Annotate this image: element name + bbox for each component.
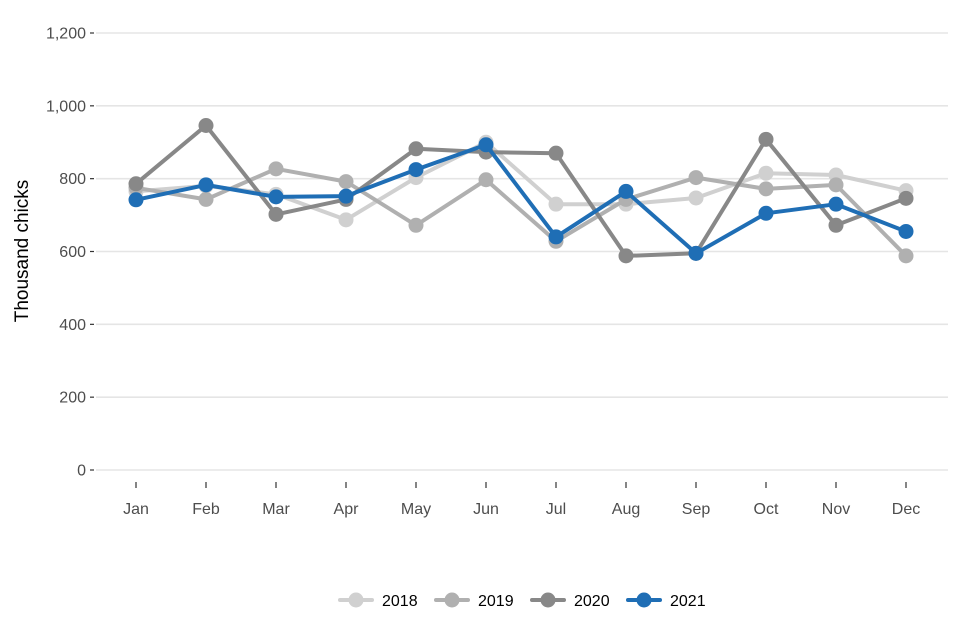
- y-tick-label: 1,200: [46, 26, 86, 43]
- x-tick-label: Apr: [334, 501, 360, 518]
- y-tick-label: 600: [59, 244, 86, 261]
- y-tick-label: 200: [59, 390, 86, 407]
- data-point-2021-Dec: [898, 223, 914, 239]
- series-2021: [128, 137, 914, 261]
- x-tick-label: Feb: [192, 501, 220, 518]
- legend-label: 2021: [670, 593, 706, 610]
- data-point-2021-Oct: [758, 205, 774, 221]
- data-point-2019-May: [408, 217, 424, 233]
- legend-swatch-point: [444, 592, 460, 608]
- x-tick-label: Sep: [682, 501, 711, 518]
- data-point-2020-May: [408, 141, 424, 157]
- data-point-2021-Jan: [128, 192, 144, 208]
- y-tick-label: 1,000: [46, 98, 86, 115]
- data-point-2020-Aug: [618, 248, 634, 264]
- x-tick-label: Jun: [473, 501, 499, 518]
- data-point-2018-Jul: [548, 196, 564, 212]
- data-point-2019-Oct: [758, 181, 774, 197]
- x-tick-label: Dec: [892, 501, 920, 518]
- data-point-2021-Apr: [338, 188, 354, 204]
- legend-swatch-point: [348, 592, 364, 608]
- x-tick-label: Mar: [262, 501, 290, 518]
- data-point-2019-Apr: [338, 174, 354, 190]
- data-point-2019-Nov: [828, 177, 844, 193]
- data-point-2020-Jul: [548, 145, 564, 161]
- legend-label: 2019: [478, 593, 514, 610]
- legend-item-2019: 2019: [434, 592, 514, 610]
- data-point-2021-Jun: [478, 137, 494, 153]
- legend-item-2021: 2021: [626, 592, 706, 610]
- legend-swatch-point: [540, 592, 556, 608]
- grid-layer: [96, 32, 948, 471]
- data-point-2019-Jun: [478, 172, 494, 188]
- legend-item-2020: 2020: [530, 592, 610, 610]
- data-point-2021-Sep: [688, 245, 704, 261]
- series-layer: [128, 117, 914, 264]
- data-point-2018-Sep: [688, 190, 704, 206]
- data-point-2020-Dec: [898, 190, 914, 206]
- legend-label: 2020: [574, 593, 610, 610]
- x-tick-label: Jul: [546, 501, 566, 518]
- data-point-2020-Oct: [758, 131, 774, 147]
- x-tick-label: Nov: [822, 501, 850, 518]
- y-axis-title: Thousand chicks: [12, 180, 33, 323]
- axis-layer: 0 200 400 600 800 1,000 1,200 Jan Feb Mar Apr May Ju…: [46, 26, 920, 519]
- x-tick-label: Oct: [754, 501, 779, 518]
- data-point-2020-Mar: [268, 206, 284, 222]
- data-point-2020-Feb: [198, 117, 214, 133]
- data-point-2019-Dec: [898, 248, 914, 264]
- data-point-2019-Sep: [688, 170, 704, 186]
- legend-swatch-point: [636, 592, 652, 608]
- data-point-2021-Nov: [828, 196, 844, 212]
- y-tick-label: 400: [59, 317, 86, 334]
- series-line-2021: [134, 142, 908, 256]
- data-point-2020-Jan: [128, 176, 144, 192]
- x-tick-label: Jan: [123, 501, 149, 518]
- x-tick-label: Aug: [612, 501, 640, 518]
- data-point-2021-May: [408, 162, 424, 178]
- data-point-2021-Feb: [198, 177, 214, 193]
- legend: 2018 2019 2020 2021: [338, 592, 706, 610]
- data-point-2019-Feb: [198, 191, 214, 207]
- data-point-2019-Mar: [268, 161, 284, 177]
- legend-label: 2018: [382, 593, 418, 610]
- series-line-2019: [134, 166, 908, 258]
- data-point-2021-Jul: [548, 229, 564, 245]
- data-point-2018-Apr: [338, 212, 354, 228]
- x-tick-label: May: [401, 501, 431, 518]
- y-tick-label: 800: [59, 171, 86, 188]
- y-tick-label: 0: [77, 463, 86, 480]
- data-point-2021-Mar: [268, 189, 284, 205]
- legend-item-2018: 2018: [338, 592, 418, 610]
- series-line-2020: [134, 123, 908, 258]
- data-point-2020-Nov: [828, 217, 844, 233]
- data-point-2021-Aug: [618, 183, 634, 199]
- data-point-2018-Oct: [758, 165, 774, 181]
